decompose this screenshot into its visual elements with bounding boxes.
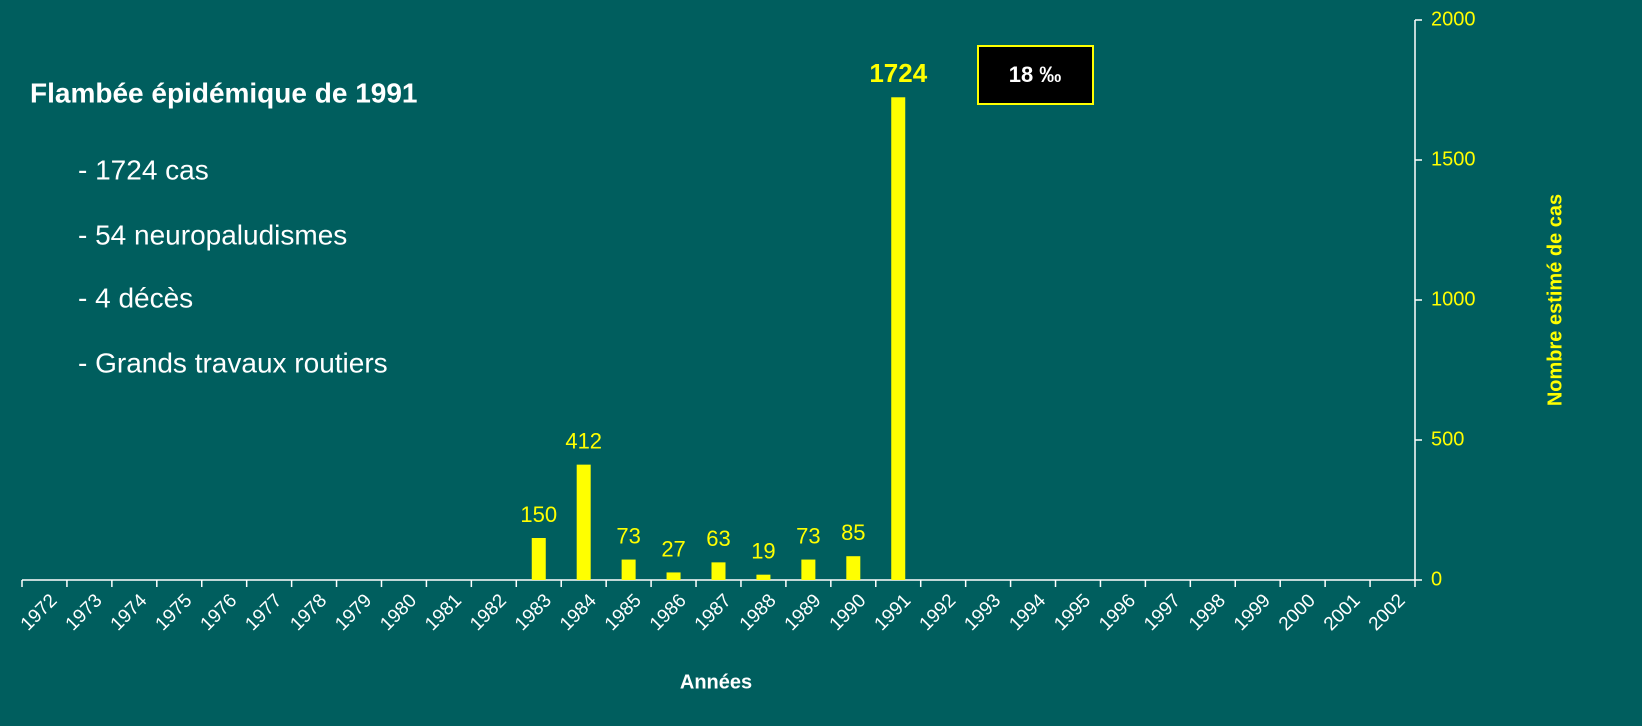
data-label: 85 — [841, 520, 865, 545]
bar — [846, 556, 861, 580]
annotation: - Grands travaux routiers — [78, 347, 388, 378]
annotation: - 4 décès — [78, 282, 193, 313]
bar — [756, 574, 771, 580]
data-label: 63 — [706, 526, 730, 551]
annotation-title: Flambée épidémique de 1991 — [30, 77, 418, 108]
data-label: 412 — [565, 428, 602, 453]
box — [977, 45, 1094, 105]
y-tick-label: 0 — [1431, 568, 1442, 590]
data-label: 19 — [751, 538, 775, 563]
box-label: 18 ‰ — [1009, 62, 1062, 87]
data-label: 150 — [520, 502, 557, 527]
bar — [621, 559, 636, 580]
data-label: 73 — [796, 523, 820, 548]
bar — [711, 562, 726, 580]
y-tick-label: 500 — [1431, 428, 1464, 450]
data-label: 73 — [616, 523, 640, 548]
data-label: 1724 — [869, 58, 927, 88]
bar — [801, 559, 816, 580]
annotation: - 1724 cas — [78, 154, 209, 185]
bar — [891, 97, 906, 580]
annotation: - 54 neuropaludismes — [78, 219, 347, 250]
bar — [666, 572, 681, 580]
data-label: 27 — [661, 536, 685, 561]
x-axis-title: Années — [680, 671, 752, 693]
y-tick-label: 2000 — [1431, 8, 1476, 30]
y-tick-label: 1500 — [1431, 148, 1476, 170]
bar — [576, 464, 591, 580]
bar — [531, 538, 546, 580]
y-axis-title: Nombre estimé de cas — [1544, 194, 1566, 406]
y-tick-label: 1000 — [1431, 288, 1476, 310]
